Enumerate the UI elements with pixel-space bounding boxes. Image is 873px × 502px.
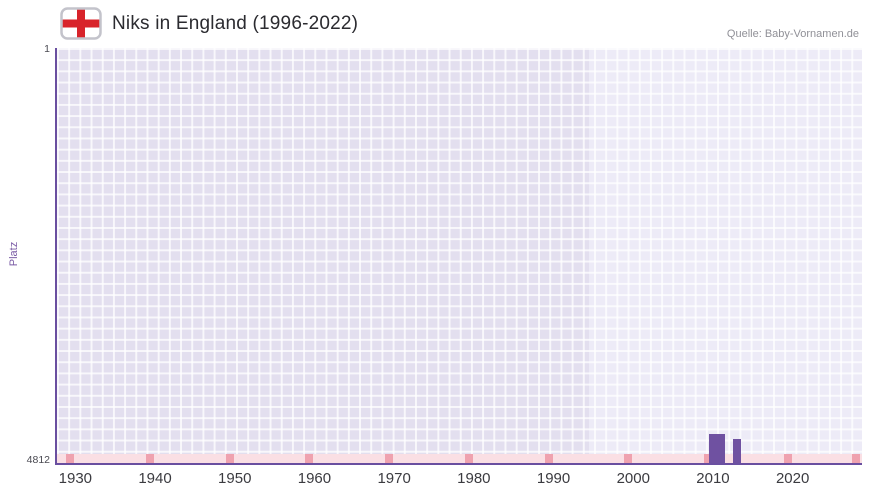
timeline-strip-mark [66, 454, 75, 463]
x-tick-label: 2000 [616, 470, 650, 487]
timeline-strip-mark [852, 454, 860, 463]
rank-bar-2011 [716, 433, 725, 463]
x-tick-label: 1940 [138, 470, 172, 487]
x-tick-label: 1930 [58, 470, 93, 487]
x-tick-label: 2020 [775, 470, 810, 487]
plot-area [55, 48, 862, 465]
x-tick-label: 1990 [536, 470, 571, 487]
x-tick-label: 1950 [218, 470, 252, 487]
timeline-strip-mark [544, 454, 553, 463]
timeline-strip [57, 454, 862, 463]
y-axis-tick-top: 1 [44, 43, 50, 55]
timeline-strip-mark [703, 454, 712, 463]
y-axis-title: Platz [8, 241, 20, 267]
rank-bar-2013 [732, 438, 741, 463]
gridlines [57, 48, 862, 463]
rank-bar-2010 [708, 433, 717, 463]
page-title: Niks in England (1996-2022) [112, 13, 359, 34]
timeline-strip-mark [305, 454, 314, 463]
timeline-strip-mark [146, 454, 155, 463]
x-tick-label: 1960 [297, 470, 332, 487]
x-tick-label: 1980 [457, 470, 491, 487]
x-axis-labels: 1930 1940 1950 1960 1970 1980 1990 2000 2010 2020 [57, 470, 860, 492]
england-flag-icon [60, 7, 102, 40]
timeline-strip-mark [783, 454, 792, 463]
timeline-strip-mark [464, 454, 473, 463]
timeline-strip-mark [385, 454, 394, 463]
x-tick-label: 1970 [377, 470, 411, 487]
timeline-strip-mark [624, 454, 633, 463]
y-axis-tick-bottom: 4812 [26, 454, 50, 466]
timeline-strip-mark [225, 454, 234, 463]
source-attribution: Quelle: Baby-Vornamen.de [726, 28, 859, 40]
x-tick-label: 2010 [696, 470, 730, 487]
